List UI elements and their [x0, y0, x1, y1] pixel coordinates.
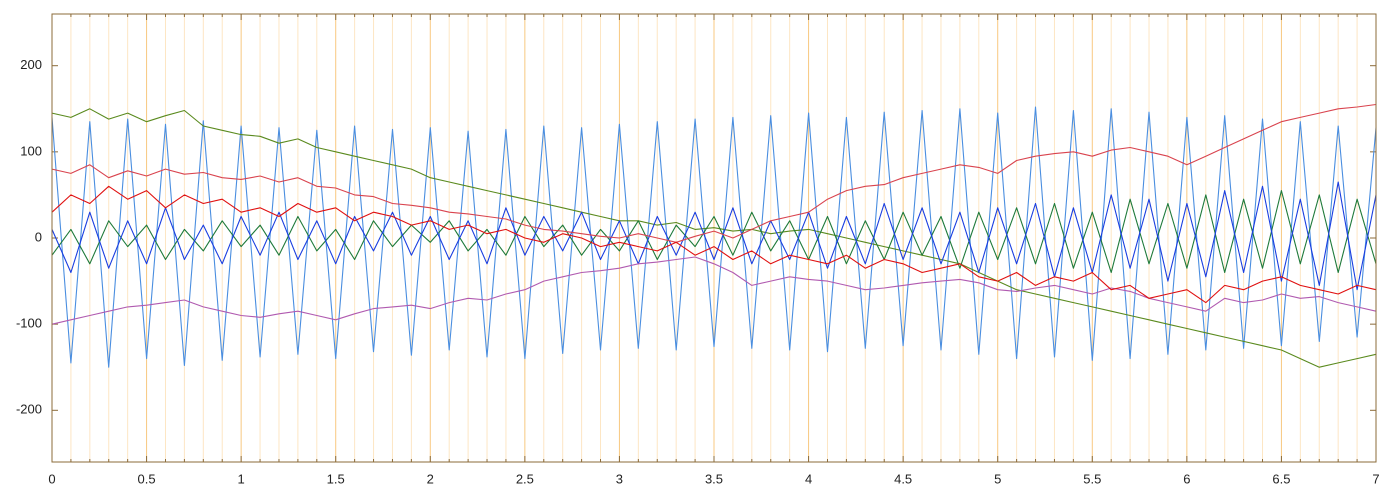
x-tick-label: 3.5: [705, 471, 723, 486]
series-line: [51, 185, 1377, 304]
y-tick-label: -100: [16, 316, 42, 331]
series-line: [51, 106, 1377, 368]
y-tick-label: -200: [16, 402, 42, 417]
series-line: [51, 181, 1377, 291]
x-tick-label: 2: [427, 471, 434, 486]
series-line: [51, 103, 1377, 243]
x-tick-label: 0: [48, 471, 55, 486]
y-tick-label: 0: [35, 229, 42, 244]
series-line: [51, 190, 1377, 274]
series-line: [51, 108, 1377, 368]
series-line: [51, 256, 1377, 325]
x-tick-label: 2.5: [516, 471, 534, 486]
x-tick-label: 7: [1372, 471, 1379, 486]
x-tick-label: 1.5: [327, 471, 345, 486]
plot-frame: [51, 13, 1377, 463]
x-tick-label: 1: [238, 471, 245, 486]
y-tick-label: 200: [20, 57, 42, 72]
x-tick-label: 4.5: [894, 471, 912, 486]
x-tick-label: 6: [1183, 471, 1190, 486]
x-tick-label: 0.5: [138, 471, 156, 486]
x-tick-label: 6.5: [1272, 471, 1290, 486]
x-tick-label: 4: [805, 471, 812, 486]
y-tick-label: 100: [20, 143, 42, 158]
x-tick-label: 3: [616, 471, 623, 486]
x-tick-label: 5: [994, 471, 1001, 486]
x-tick-label: 5.5: [1083, 471, 1101, 486]
